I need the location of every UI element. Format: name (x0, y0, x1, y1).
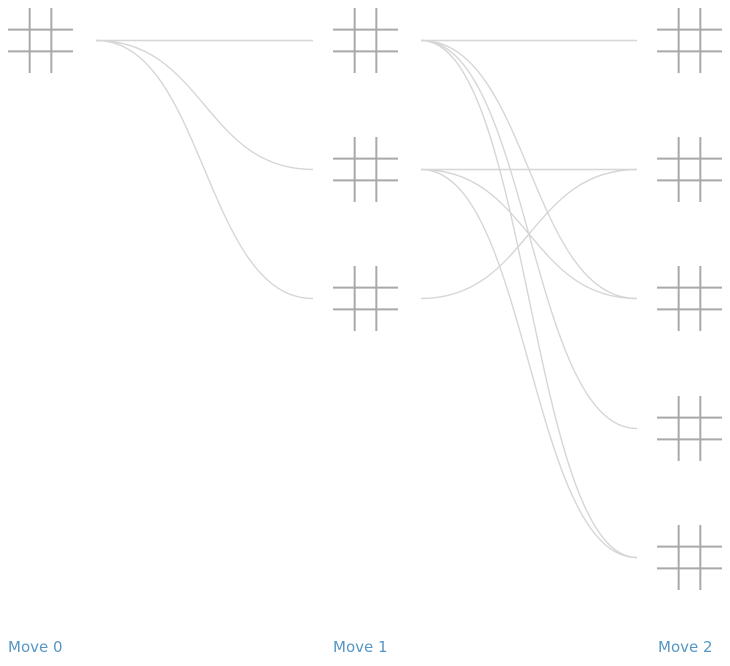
edges-layer (95, 39, 638, 559)
board-move-2-1 (657, 137, 722, 202)
board-move-2-2 (657, 266, 722, 331)
board-move-1-2 (333, 266, 398, 331)
tree-edge-1-2-to-2-1 (420, 168, 638, 300)
column-label-move-1: Move 1 (333, 638, 388, 656)
board-move-1-1 (333, 137, 398, 202)
tree-edge-0-0-to-1-1 (95, 39, 314, 171)
tree-edge-1-0-to-2-4 (420, 39, 638, 559)
tree-edge-1-1-to-2-4 (420, 168, 638, 559)
board-move-2-3 (657, 396, 722, 461)
board-move-2-4 (657, 525, 722, 590)
column-label-move-0: Move 0 (8, 638, 63, 656)
tree-edge-0-0-to-1-2 (95, 39, 314, 300)
board-move-0-0 (8, 8, 73, 73)
boards-layer (8, 8, 722, 590)
board-move-1-0 (333, 8, 398, 73)
column-label-move-2: Move 2 (658, 638, 713, 656)
board-move-2-0 (657, 8, 722, 73)
